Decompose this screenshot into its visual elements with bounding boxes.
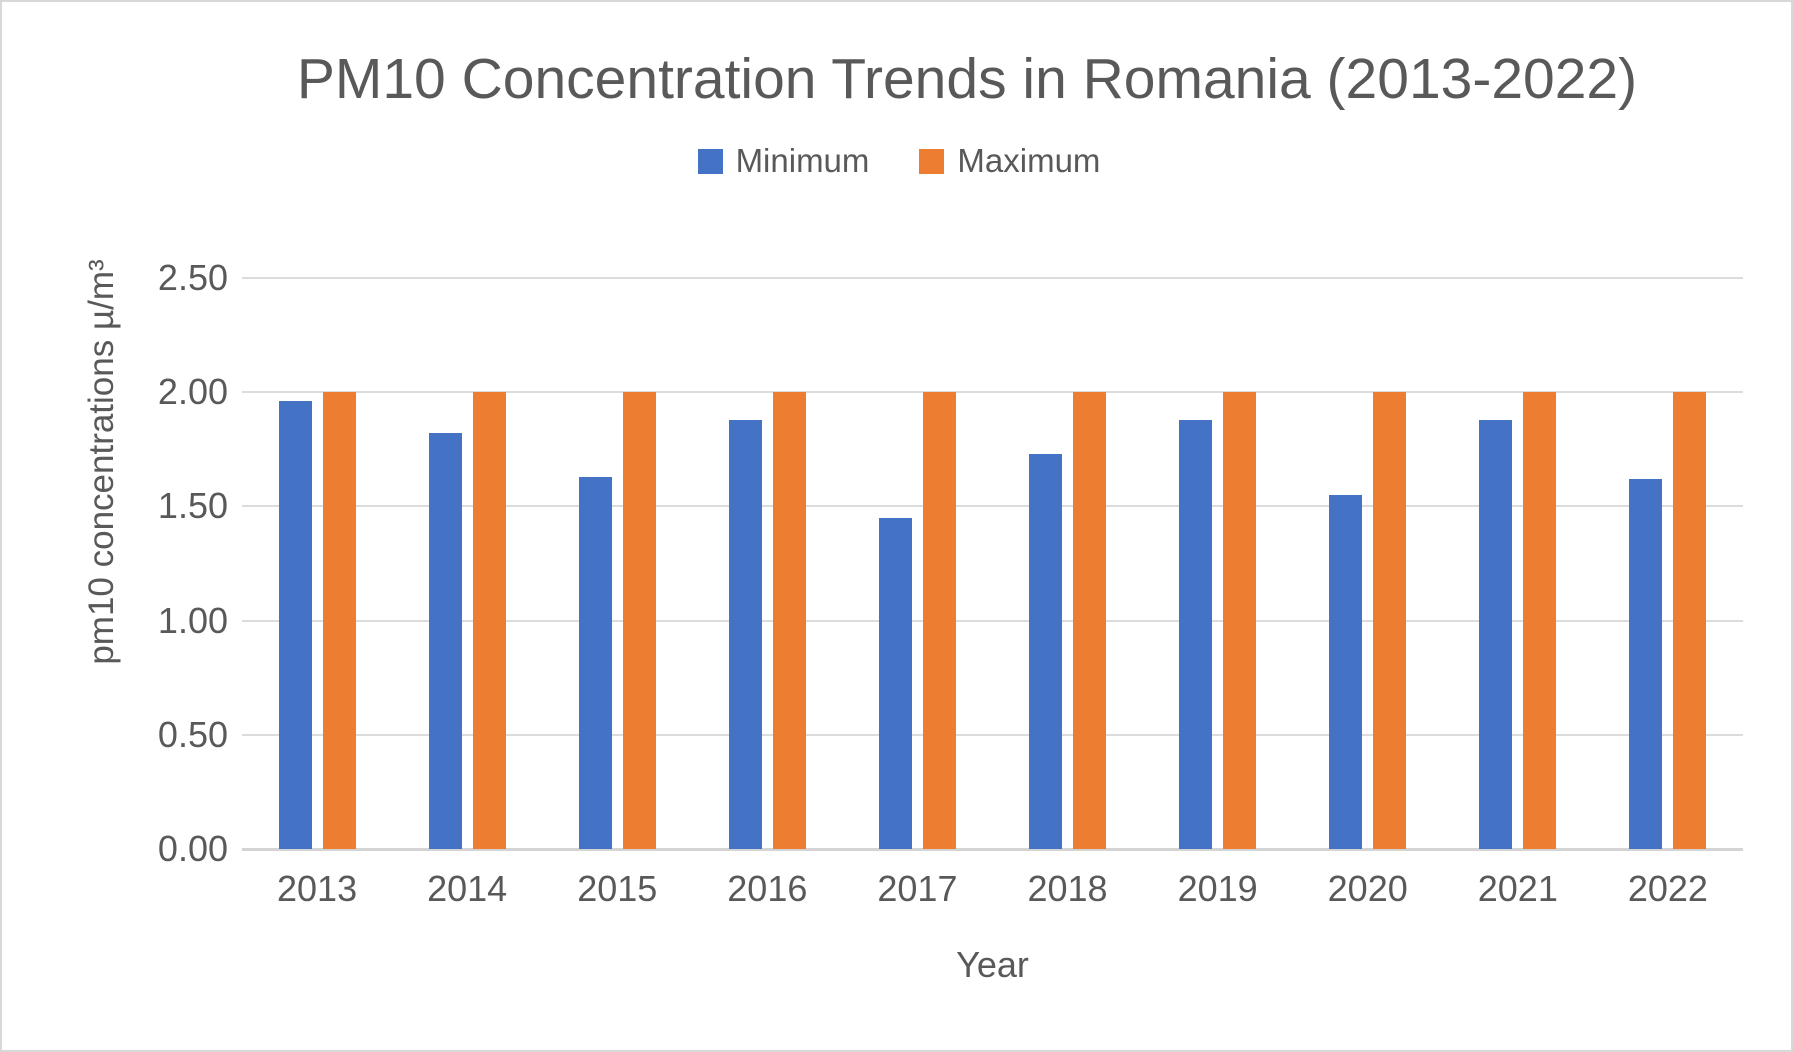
legend-label-maximum: Maximum <box>957 142 1101 179</box>
x-tick-label-2020: 2020 <box>1327 868 1408 909</box>
minimum-bar-2018 <box>1029 453 1063 849</box>
x-tick-label-2017: 2017 <box>877 868 958 909</box>
bar-group-2019 <box>1143 278 1293 849</box>
gridline <box>242 619 1743 622</box>
y-tick-label: 1.50 <box>157 485 228 527</box>
bar-group-2022 <box>1593 278 1743 849</box>
x-tick-label-2022: 2022 <box>1627 868 1708 909</box>
x-tick-label-2019: 2019 <box>1177 868 1258 909</box>
chart-title: PM10 Concentration Trends in Romania (20… <box>296 47 1638 111</box>
minimum-bar-2013 <box>278 401 312 849</box>
y-tick-label: 0.00 <box>157 828 228 869</box>
x-axis-labels: 2013 2014 2015 2016 2017 2018 2019 2020 2021 2022 <box>242 868 1743 910</box>
bar-group-2020 <box>1293 278 1443 849</box>
legend-item-minimum: Minimum <box>697 142 870 180</box>
gridline <box>242 391 1743 394</box>
legend-label-minimum: Minimum <box>735 142 870 179</box>
bar-group-2021 <box>1443 278 1593 849</box>
bar-groups <box>242 278 1743 849</box>
minimum-bar-2016 <box>728 419 762 849</box>
maximum-bar-2020 <box>1373 392 1407 849</box>
bar-group-2013 <box>242 278 392 849</box>
x-tick-label-2013: 2013 <box>277 868 358 909</box>
bar-group-2017 <box>842 278 992 849</box>
maximum-bar-2019 <box>1223 392 1257 849</box>
minimum-bar-2017 <box>878 517 912 849</box>
y-tick-label: 0.50 <box>157 713 228 755</box>
minimum-bar-2014 <box>428 433 462 849</box>
legend: Minimum Maximum <box>149 142 1649 180</box>
x-tick-label-2016: 2016 <box>727 868 808 909</box>
maximum-bar-2017 <box>922 392 956 849</box>
minimum-bar-2021 <box>1479 419 1513 849</box>
x-tick-label-2014: 2014 <box>427 868 508 909</box>
maximum-bar-2014 <box>472 392 506 849</box>
y-axis-title: pm10 concentrations µ/m³ <box>82 259 121 665</box>
minimum-bar-2020 <box>1329 494 1363 849</box>
minimum-series-swatch-icon <box>697 148 723 174</box>
gridline <box>242 733 1743 736</box>
x-axis-line <box>242 848 1743 851</box>
bar-group-2015 <box>542 278 692 849</box>
bar-group-2018 <box>992 278 1142 849</box>
y-tick-label: 2.50 <box>157 257 228 298</box>
minimum-bar-2022 <box>1629 479 1663 849</box>
maximum-bar-2022 <box>1673 392 1707 849</box>
legend-item-maximum: Maximum <box>919 142 1100 180</box>
minimum-bar-2019 <box>1179 419 1213 849</box>
x-tick-label-2018: 2018 <box>1027 868 1108 909</box>
x-axis-title: Year <box>956 944 1029 985</box>
x-tick-label-2021: 2021 <box>1477 868 1558 909</box>
maximum-bar-2015 <box>622 392 656 849</box>
x-tick-label-2015: 2015 <box>577 868 658 909</box>
y-tick-label: 1.00 <box>157 599 228 641</box>
gridline <box>242 505 1743 508</box>
bar-group-2016 <box>692 278 842 849</box>
plot-area: 0.00 0.50 1.00 1.50 2.00 2.50 <box>158 257 1743 869</box>
maximum-bar-2021 <box>1523 392 1557 849</box>
maximum-series-swatch-icon <box>919 148 945 174</box>
gridline <box>242 277 1743 279</box>
maximum-bar-2013 <box>322 392 356 849</box>
y-tick-label: 2.00 <box>157 371 228 413</box>
maximum-bar-2018 <box>1073 392 1107 849</box>
minimum-bar-2015 <box>578 476 612 849</box>
maximum-bar-2016 <box>772 392 806 849</box>
bar-group-2014 <box>392 278 542 849</box>
